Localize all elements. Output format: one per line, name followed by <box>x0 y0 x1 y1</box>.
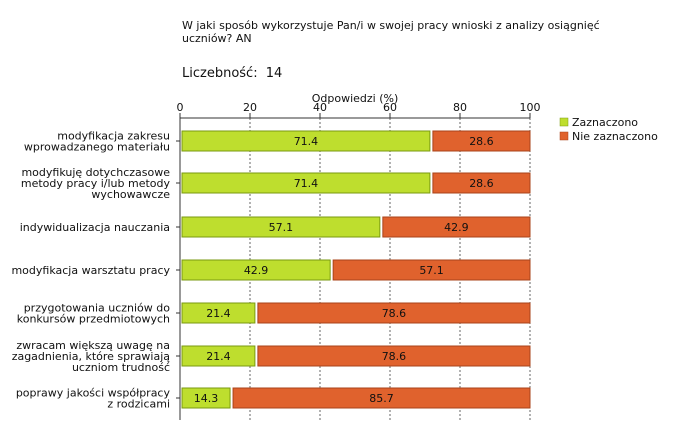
data-label-zaznaczono: 71.4 <box>294 135 319 148</box>
category-label: modyfikuję dotychczasowe metody pracy i/l… <box>21 166 171 201</box>
bar-zaznaczono <box>181 130 431 152</box>
data-label-nie-zaznaczono: 57.1 <box>419 264 444 277</box>
x-tick-label-20: 20 <box>243 101 257 114</box>
data-label-nie-zaznaczono: 42.9 <box>444 221 469 234</box>
data-label-nie-zaznaczono: 78.6 <box>382 307 407 320</box>
data-label-zaznaczono: 21.4 <box>206 307 231 320</box>
chart-title: W jaki sposób wykorzystuje Pan/i w swoje… <box>182 19 600 45</box>
legend-label-1: Nie zaznaczono <box>572 130 658 143</box>
data-label-zaznaczono: 71.4 <box>294 177 319 190</box>
legend-swatch-1 <box>559 131 569 141</box>
x-tick-label-80: 80 <box>453 101 467 114</box>
bar-zaznaczono <box>181 302 256 324</box>
bar-zaznaczono <box>181 259 331 281</box>
bar-zaznaczono <box>181 216 381 238</box>
sample-size-value: 14 <box>265 66 283 81</box>
data-label-nie-zaznaczono: 28.6 <box>469 135 494 148</box>
bar-nie-zaznaczono <box>257 345 531 367</box>
category-label: poprawy jakości współpracy z rodzicami <box>16 387 171 411</box>
sample-size: Liczebność: 14 <box>182 66 286 81</box>
bar-zaznaczono <box>181 387 231 409</box>
data-label-nie-zaznaczono: 28.6 <box>469 177 494 190</box>
data-label-zaznaczono: 14.3 <box>194 392 219 405</box>
bar-zaznaczono <box>181 172 431 194</box>
bar-nie-zaznaczono <box>432 172 531 194</box>
x-tick-label-0: 0 <box>177 101 184 114</box>
x-tick-label-60: 60 <box>383 101 397 114</box>
data-label-nie-zaznaczono: 85.7 <box>369 392 394 405</box>
bar-nie-zaznaczono <box>382 216 531 238</box>
sample-size-label: Liczebność: <box>182 66 258 81</box>
x-tick-label-100: 100 <box>520 101 541 114</box>
data-label-zaznaczono: 42.9 <box>244 264 269 277</box>
category-label: modyfikacja warsztatu pracy <box>11 264 170 277</box>
legend-label-0: Zaznaczono <box>572 116 638 129</box>
bar-nie-zaznaczono <box>257 302 531 324</box>
x-axis-title: Odpowiedzi (%) <box>312 92 399 105</box>
legend-swatch-0 <box>559 117 569 127</box>
bar-nie-zaznaczono <box>232 387 531 409</box>
category-label: przygotowania uczniów do konkursów przedm… <box>17 302 171 326</box>
bar-nie-zaznaczono <box>432 130 531 152</box>
data-label-zaznaczono: 57.1 <box>269 221 294 234</box>
bar-nie-zaznaczono <box>332 259 531 281</box>
category-label: modyfikacja zakresu wprowadzanego materia… <box>24 130 170 154</box>
data-label-nie-zaznaczono: 78.6 <box>382 350 407 363</box>
category-label: zwracam większą uwagę na zagadnienia, któ… <box>12 339 171 374</box>
bar-zaznaczono <box>181 345 256 367</box>
data-label-zaznaczono: 21.4 <box>206 350 231 363</box>
category-label: indywidualizacja nauczania <box>20 221 170 234</box>
x-tick-label-40: 40 <box>313 101 327 114</box>
